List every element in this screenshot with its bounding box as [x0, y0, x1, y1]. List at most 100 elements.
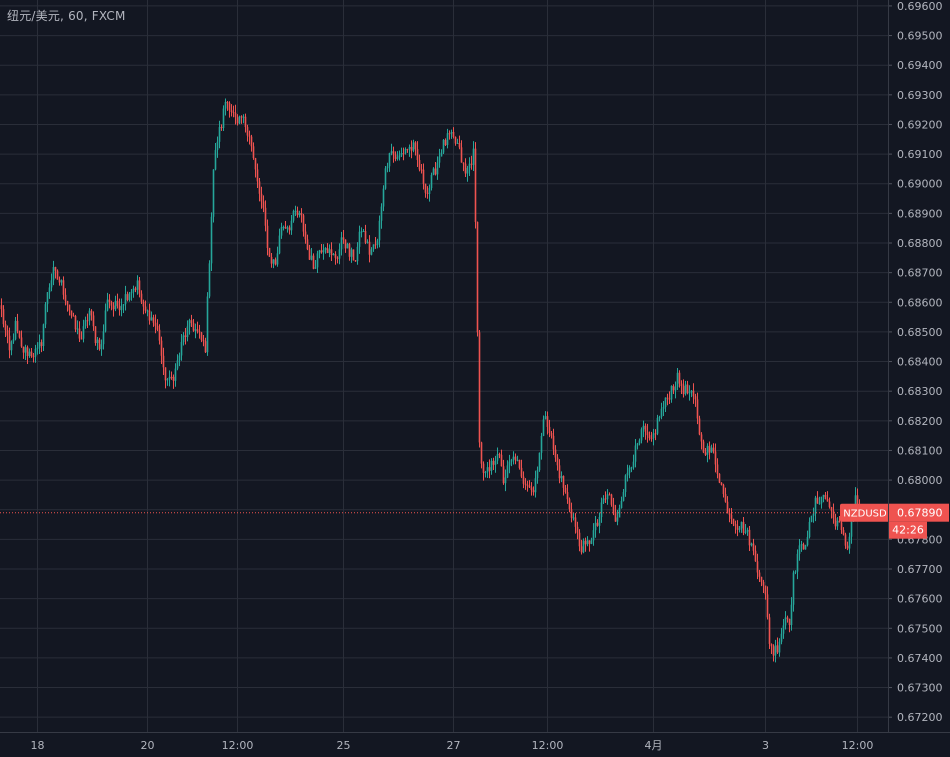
candle-body [408, 146, 411, 150]
candle-body [656, 417, 659, 434]
candle-body [836, 520, 839, 527]
candle-body [504, 477, 507, 484]
candle-body [800, 544, 803, 546]
candle-body [22, 346, 25, 353]
candle-body [452, 131, 455, 137]
candle-body [802, 544, 805, 550]
candle-body [642, 425, 645, 430]
symbol-title: 纽元/美元, 60, FXCM [7, 9, 126, 23]
candle-body [246, 127, 249, 136]
candle-body [308, 249, 311, 260]
candle-body [190, 320, 193, 324]
countdown-label: 42:26 [892, 524, 924, 537]
candle-body [14, 320, 17, 340]
candle-body [422, 169, 425, 184]
candle-body [174, 368, 177, 381]
candle-body [448, 133, 451, 135]
candle-body [808, 521, 811, 538]
candle-body [154, 322, 157, 326]
candle-body [46, 292, 49, 305]
candle-body [374, 244, 377, 246]
candle-body [566, 492, 569, 500]
candle-body [592, 530, 595, 541]
candle-body [370, 249, 373, 255]
candle-body [362, 231, 365, 233]
candle-body [258, 181, 261, 194]
candle-body [678, 372, 681, 384]
candle-body [372, 244, 375, 250]
candle-body [414, 142, 417, 150]
candle-body [34, 348, 37, 357]
candle-body [722, 484, 725, 495]
candle-body [128, 293, 131, 300]
candle-body [32, 356, 35, 358]
candle-body [430, 174, 433, 189]
candle-body [618, 507, 621, 518]
candle-body [136, 280, 139, 290]
symbol-label-box [840, 503, 890, 522]
candle-body [110, 301, 113, 306]
price-tick-label: 0.69500 [897, 30, 943, 43]
candle-body [630, 467, 633, 469]
candle-body [10, 341, 13, 351]
candle-body [188, 320, 191, 327]
price-tick-label: 0.67400 [897, 652, 943, 665]
candle-body [212, 169, 215, 217]
candle-body [196, 329, 199, 332]
candle-body [168, 376, 171, 380]
candle-body [192, 323, 195, 331]
candle-body [284, 226, 287, 229]
candle-body [766, 594, 769, 618]
candle-body [576, 526, 579, 533]
candle-body [806, 537, 809, 546]
candle-body [640, 429, 643, 441]
candle-body [492, 460, 495, 465]
candle-body [218, 127, 221, 142]
countdown-box [889, 521, 927, 539]
candle-body [660, 408, 663, 417]
candle-body [480, 442, 483, 464]
candle-body [368, 241, 371, 255]
time-axis[interactable]: 18 20 12:00 25 27 12:00 4月 3 12:00 [0, 732, 950, 753]
candle-body [736, 525, 739, 530]
candle-body [844, 534, 847, 546]
candle-body [814, 497, 817, 514]
candle-body [166, 379, 169, 381]
candle-body [380, 206, 383, 221]
candle-body [550, 433, 553, 436]
candle-body [748, 529, 751, 546]
candle-body [206, 296, 209, 353]
candle-body [344, 239, 347, 249]
candle-body [296, 210, 299, 216]
candles [0, 98, 863, 663]
candle-body [634, 445, 637, 462]
candle-body [382, 188, 385, 207]
candle-body [468, 163, 471, 168]
candle-body [628, 467, 631, 473]
candle-body [358, 231, 361, 247]
candle-body [44, 304, 47, 325]
candle-body [2, 309, 5, 325]
candle-body [524, 483, 527, 485]
candle-body [120, 305, 123, 311]
candle-body [532, 490, 535, 493]
candle-body [332, 254, 335, 256]
candle-body [178, 355, 181, 361]
candle-body [644, 425, 647, 432]
candle-body [750, 543, 753, 546]
candle-body [390, 151, 393, 154]
candle-body [148, 310, 151, 321]
candle-body [502, 466, 505, 484]
candle-body [540, 435, 543, 453]
candle-body [172, 376, 175, 381]
candle-body [386, 166, 389, 169]
candle-body [140, 293, 143, 302]
price-axis[interactable]: 0.69600 0.69500 0.69400 0.69300 0.69200 0.691… [888, 0, 949, 732]
candle-body [30, 351, 33, 357]
candle-body [612, 504, 615, 512]
candle-body [406, 149, 409, 151]
candle-body [280, 227, 283, 236]
candle-body [600, 502, 603, 518]
